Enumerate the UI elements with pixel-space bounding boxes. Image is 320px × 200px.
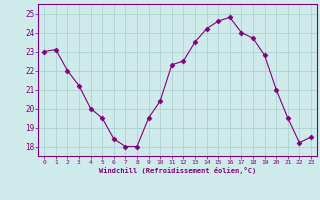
X-axis label: Windchill (Refroidissement éolien,°C): Windchill (Refroidissement éolien,°C) bbox=[99, 167, 256, 174]
